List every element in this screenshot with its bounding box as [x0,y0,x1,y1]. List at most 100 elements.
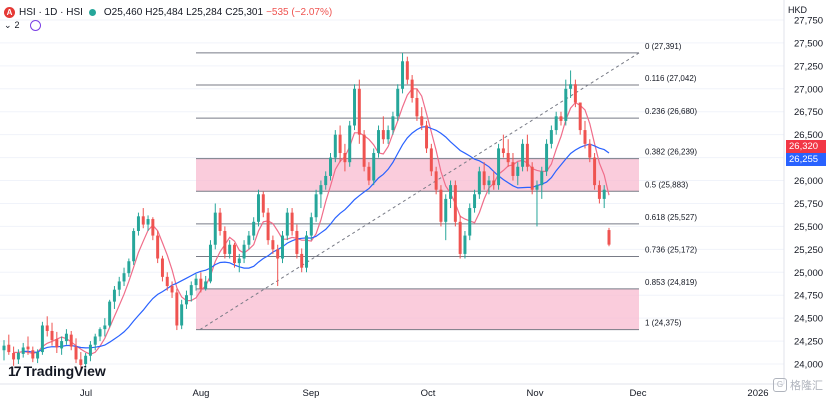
indicator-icon[interactable] [29,19,41,31]
candle-body [497,148,501,186]
candle-body [45,325,49,331]
candle-body [425,125,429,149]
y-tick-label: 25,000 [794,268,823,279]
candle-body [319,185,323,195]
candle-body [242,244,246,259]
candle-body [36,352,40,359]
candle-body [300,253,304,268]
candle-body [295,230,299,254]
candle-body [573,84,577,103]
y-tick-label: 27,750 [794,16,823,27]
candle-body [381,130,385,140]
pink-zone [196,288,639,330]
candle-body [290,212,294,231]
candle-body [386,130,390,140]
candle-body [482,171,486,186]
candle-body [112,289,116,302]
chevron-down-icon[interactable]: ⌄ [4,19,12,30]
candle-body [2,345,6,351]
candle-body [309,217,313,236]
high-value: H25,484 [145,6,184,18]
symbol-header[interactable]: A HSI · 1D · HSI O25,460 H25,484 L25,284… [4,4,332,20]
candle-body [136,216,140,231]
candle-body [170,286,174,293]
moving-averages [13,88,610,355]
candle-body [151,219,155,236]
fast-ma-line [13,88,610,355]
candle-body [281,235,284,259]
candle-body [559,116,563,121]
indicator-count: 2 [14,20,20,30]
candle-body [362,134,366,167]
y-tick-label: 26,500 [794,130,823,141]
x-tick-label: Nov [527,388,544,399]
candle-body [415,97,419,117]
candle-body [578,102,582,131]
candle-body [93,336,97,345]
fib-label: 1 (24,375) [645,319,682,328]
candle-body [453,185,457,222]
candle-body [540,171,544,186]
y-tick-label: 25,750 [794,199,823,210]
candle-body [535,185,539,190]
fib-label: 0.116 (27,042) [645,74,697,83]
candle-body [117,281,121,290]
candle-body [208,244,212,282]
x-tick-label: Aug [193,388,210,399]
candle-body [252,221,256,236]
y-tick-label: 25,250 [794,245,823,256]
y-tick-label: 24,750 [794,291,823,302]
candle-body [564,88,568,121]
tradingview-logo[interactable]: 17 TradingView [8,363,106,379]
x-tick-label: Oct [421,388,436,399]
indicators-toggle[interactable]: ⌄ 2 [4,19,41,31]
candle-body [377,130,381,154]
candle-body [501,148,505,154]
time-axis[interactable]: Jul Aug Sep Oct Nov Dec 2026 [80,388,769,399]
candle-body [146,219,150,225]
candle-body [372,153,376,181]
fib-label: 0.736 (25,172) [645,245,697,254]
fib-label: 0 (27,391) [645,42,682,51]
symbol-name[interactable]: HSI · 1D · HSI [19,6,83,18]
candle-body [468,208,472,236]
candle-body [487,180,491,186]
candle-body [60,341,64,349]
candle-body [232,244,236,264]
candle-body [458,221,462,254]
candle-body [367,166,371,181]
candle-body [261,194,265,213]
watermark-text: 格隆汇 [790,380,823,392]
x-tick-label: 2026 [747,388,768,399]
candle-body [391,116,395,131]
candle-body [156,235,160,259]
candle-body [213,212,217,245]
candle-body [98,329,102,337]
fib-levels: 0 (27,391) 0.116 (27,042) 0.236 (26,680) 0.… [196,42,697,331]
candle-body [444,198,448,222]
candle-body [545,143,549,172]
candle-body [127,261,131,274]
pink-zone [196,158,639,192]
candle-body [530,166,534,190]
candle-body [396,88,400,117]
open-value: O25,460 [103,6,143,18]
candle-body [40,325,44,353]
candle-body [348,125,352,163]
candle-body [449,185,453,199]
candle-body [21,347,25,354]
candle-body [55,339,59,348]
change-value: −535 (−2.07%) [266,6,333,18]
candle-body [194,278,198,286]
tradingview-mark-icon: 17 [8,363,22,379]
candle-body [16,352,20,360]
candle-body [31,350,35,359]
y-tick-label: 25,500 [794,222,823,233]
candle-body [160,258,164,277]
candle-body [237,258,241,264]
candle-body [353,88,357,126]
candle-body [343,153,347,163]
candle-body [74,346,78,360]
candle-body [218,212,222,231]
